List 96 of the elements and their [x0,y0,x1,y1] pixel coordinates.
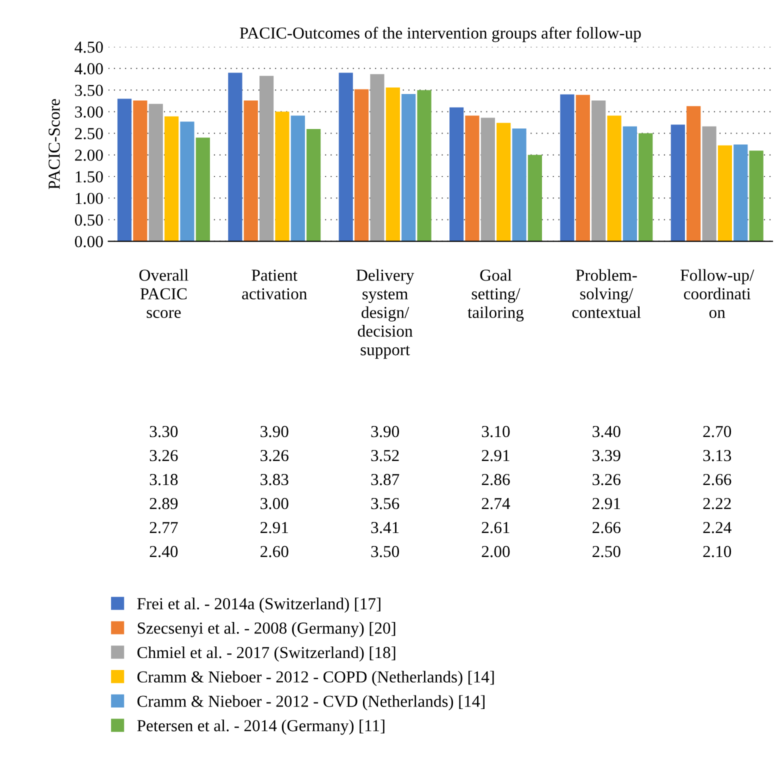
data-label: 2.91 [482,450,510,462]
bar [592,100,606,242]
data-label: 3.83 [260,474,288,486]
bar [686,106,701,242]
bar [622,126,638,242]
bar [402,94,416,242]
data-label: 3.90 [260,426,288,438]
data-label: 2.22 [703,498,731,510]
data-label: 3.26 [150,450,178,462]
data-label: 2.89 [150,498,178,510]
data-label: 3.13 [703,450,732,462]
x-tick-label: Patient activation [242,270,307,300]
x-tick-label: Follow-up/ coordinati on [680,269,754,318]
bar [560,94,574,242]
x-tick-label: Goal setting/ tailoring [468,269,524,322]
data-label: 3.56 [371,498,400,510]
bar [734,144,748,242]
bar [370,74,384,242]
data-label: 2.10 [703,546,732,558]
data-label: 2.66 [703,474,732,486]
bar [638,133,653,242]
bar [480,118,495,242]
bar [180,122,194,242]
data-label: 2.61 [482,522,510,534]
data-label: 2.00 [482,546,510,558]
legend-label: Cramm & Nieboer - 2012 - COPD (Netherlands) [14] [137,670,494,686]
bar [196,138,210,242]
data-label: 2.60 [260,546,288,558]
data-label: 2.91 [592,498,620,510]
bar [576,94,590,242]
bar [306,128,321,242]
data-label: 2.40 [150,546,178,558]
bar [528,154,542,242]
bar [702,126,716,242]
data-label: 3.90 [371,426,400,438]
data-label: 3.39 [592,450,620,462]
data-label: 2.24 [703,522,732,534]
bar [354,89,369,242]
data-label: 2.74 [482,498,510,510]
data-label: 2.66 [592,522,621,534]
data-label: 3.26 [260,450,288,462]
bar [465,116,480,242]
data-label: 3.50 [371,546,400,558]
y-tick-label: 2.50 [75,128,103,140]
y-tick-label: 3.50 [75,84,103,96]
bar [718,145,732,242]
bar [449,107,464,242]
bar [607,116,622,242]
bar [259,76,274,242]
data-label: 3.52 [371,450,399,462]
y-tick-label: 2.00 [75,150,103,161]
bar [117,98,132,242]
y-axis-title: PACIC-Score [48,99,60,190]
bar [244,100,258,242]
legend-label: Frei et al. - 2014a (Switzerland) [17] [137,598,380,613]
bar [228,72,242,242]
data-label: 3.10 [482,426,510,438]
legend-label: Petersen et al. - 2014 (Germany) [11] [137,720,384,735]
bar [338,72,353,242]
y-tick-label: 4.00 [74,63,103,74]
legend-label: Szecsenyi et al. - 2008 (Germany) [20] [138,622,396,638]
bar [290,116,305,242]
legend-label: Chmiel et al. - 2017 (Switzerland) [18] [137,646,396,662]
x-tick-label: Delivery system design/ decision support [356,269,414,359]
data-label: 3.26 [592,474,621,486]
data-label: 3.40 [592,426,620,438]
y-tick-label: 0.50 [74,214,103,226]
bar [417,90,432,242]
chart-title: PACIC-Outcomes of the intervention groups after follow-up [240,26,641,42]
bar [148,104,163,242]
y-tick-label: 4.50 [74,42,103,53]
y-tick-label: 0.00 [74,236,103,248]
x-tick-label: Problem- solving/ contextual [572,269,641,318]
bar [164,116,179,242]
bar [749,150,764,242]
x-tick-label: Overall PACIC score [139,269,188,318]
data-label: 2.91 [260,522,288,534]
bar [275,112,290,242]
y-tick-label: 1.00 [76,192,103,204]
bar [512,128,526,242]
data-label: 3.30 [150,426,178,438]
bar [670,124,685,242]
data-label: 2.86 [482,474,510,486]
y-tick-label: 3.00 [75,106,103,118]
data-label: 3.00 [260,498,288,510]
data-label: 3.87 [371,474,400,486]
data-label: 2.77 [150,522,178,534]
y-tick-label: 1.50 [76,171,103,183]
bar [496,122,511,242]
legend-label: Cramm & Nieboer - 2012 - CVD (Netherlands) [14] [137,695,484,710]
bar [386,87,400,242]
data-label: 2.70 [703,426,732,438]
data-label: 2.50 [592,546,620,558]
bar [133,100,148,242]
data-label: 3.18 [150,474,178,486]
data-label: 3.41 [371,522,399,534]
